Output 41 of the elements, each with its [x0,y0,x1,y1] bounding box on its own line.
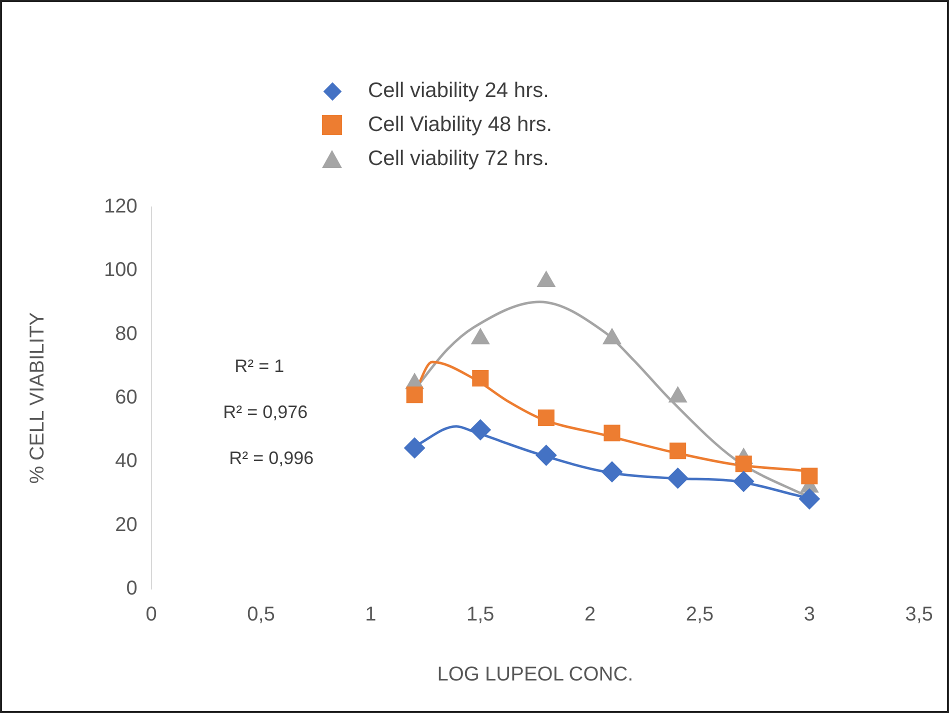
x-tick-label: 0 [146,604,157,626]
x-tick-label: 2 [584,604,596,626]
point [470,419,491,440]
y-tick-label: 0 [126,578,138,600]
point [404,437,426,458]
x-tick-label: 2,5 [686,604,714,626]
point [536,444,557,466]
point [602,461,623,482]
y-tick-label: 20 [115,514,138,536]
y-axis-title: % CELL VIABILITY [26,312,49,484]
point [604,424,620,442]
legend-label: Cell viability 24 hrs. [368,79,549,103]
point [733,470,754,492]
point [735,456,752,472]
y-tick-label: 40 [115,450,138,472]
point [538,409,554,426]
y-tick-label: 120 [104,196,138,218]
y-tick-label: 80 [115,322,138,345]
point [602,328,622,344]
point [471,328,490,344]
point [668,386,687,403]
x-tick-label: 3 [804,604,815,626]
x-tick-label: 1,5 [466,604,494,626]
annotation: R² = 0,996 [229,448,314,468]
point [798,488,820,510]
y-tick-label: 100 [104,259,138,282]
point [801,468,818,484]
y-tick-label: 60 [115,386,138,409]
point [667,468,688,489]
x-tick-label: 3,5 [905,604,934,626]
x-axis-title: LOG LUPEOL CONC. [437,664,634,686]
annotation: R² = 0,976 [223,402,308,422]
legend-label: Cell Viability 48 hrs. [368,113,552,137]
point [472,370,489,387]
annotation: R² = 1 [234,356,284,376]
legend-label: Cell viability 72 hrs. [368,147,549,171]
point [670,442,686,460]
x-tick-label: 1 [365,604,376,626]
x-tick-label: 0,5 [247,604,275,626]
point [406,386,423,404]
point [537,270,556,287]
